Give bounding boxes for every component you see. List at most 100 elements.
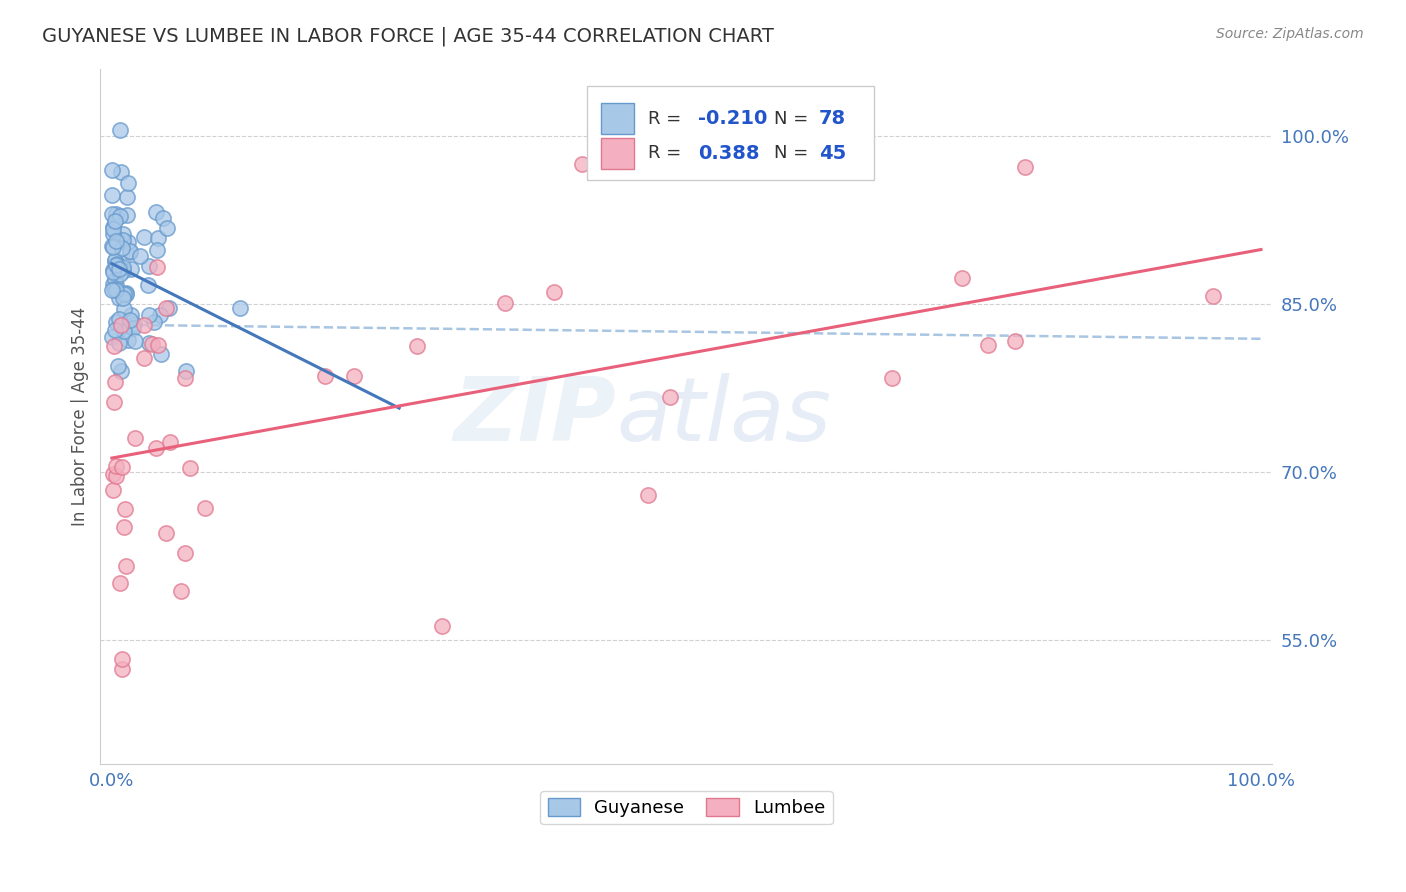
Point: [122, 317, 145, 331]
Point: [179, 460, 201, 475]
Point: [114, 286, 136, 301]
Text: Source: ZipAtlas.com: Source: ZipAtlas.com: [1216, 27, 1364, 41]
Point: [101, 219, 124, 234]
Point: [141, 337, 163, 351]
Point: [103, 263, 125, 277]
Text: 78: 78: [818, 109, 846, 128]
Y-axis label: In Labor Force | Age 35-44: In Labor Force | Age 35-44: [72, 307, 89, 525]
Point: [148, 231, 170, 245]
Point: [155, 526, 177, 541]
Point: [174, 546, 197, 560]
Point: [880, 371, 903, 385]
Text: R =: R =: [648, 110, 686, 128]
Point: [101, 206, 124, 220]
Point: [104, 207, 127, 221]
Point: [977, 338, 1000, 352]
Point: [314, 369, 336, 384]
Point: [406, 338, 429, 352]
Text: atlas: atlas: [616, 373, 831, 459]
Point: [108, 209, 131, 223]
Point: [108, 576, 131, 591]
Point: [101, 238, 124, 252]
Point: [495, 296, 517, 310]
Point: [343, 369, 366, 384]
Point: [103, 282, 125, 296]
Point: [104, 214, 127, 228]
Point: [117, 235, 139, 249]
Point: [114, 502, 136, 516]
Point: [105, 458, 128, 473]
Point: [170, 584, 193, 599]
Point: [112, 287, 135, 301]
Point: [430, 619, 453, 633]
Point: [111, 241, 134, 255]
Point: [150, 347, 173, 361]
Text: GUYANESE VS LUMBEE IN LABOR FORCE | AGE 35-44 CORRELATION CHART: GUYANESE VS LUMBEE IN LABOR FORCE | AGE …: [42, 27, 775, 46]
Point: [111, 460, 134, 475]
Point: [138, 259, 160, 273]
Point: [111, 651, 134, 665]
Point: [105, 234, 128, 248]
Point: [110, 165, 132, 179]
Point: [112, 520, 135, 534]
Point: [112, 260, 135, 274]
Point: [104, 253, 127, 268]
Point: [105, 468, 128, 483]
Point: [136, 277, 159, 292]
Point: [101, 277, 124, 291]
Point: [117, 208, 139, 222]
Point: [101, 467, 124, 482]
Text: ZIP: ZIP: [453, 373, 616, 459]
Point: [114, 558, 136, 573]
Point: [115, 190, 138, 204]
Point: [1014, 160, 1036, 174]
Point: [229, 301, 252, 315]
Point: [146, 260, 169, 275]
Point: [101, 283, 124, 297]
Point: [152, 211, 174, 225]
Point: [108, 291, 131, 305]
Point: [104, 278, 127, 293]
Point: [110, 318, 132, 332]
Point: [124, 431, 146, 445]
Point: [143, 315, 166, 329]
Point: [157, 301, 180, 315]
Point: [105, 315, 128, 329]
Point: [107, 359, 129, 373]
Point: [138, 308, 160, 322]
Point: [117, 177, 139, 191]
Point: [104, 258, 127, 272]
Point: [104, 283, 127, 297]
Point: [111, 227, 134, 241]
Text: 0.388: 0.388: [699, 144, 759, 163]
Text: R =: R =: [648, 145, 686, 162]
Point: [108, 267, 131, 281]
Point: [138, 336, 160, 351]
Point: [637, 488, 659, 502]
Point: [146, 243, 169, 257]
Text: 45: 45: [818, 144, 846, 163]
Point: [101, 222, 124, 236]
Point: [159, 434, 181, 449]
Point: [148, 337, 170, 351]
Point: [543, 285, 565, 299]
Point: [111, 264, 134, 278]
Point: [155, 301, 177, 316]
Point: [1004, 334, 1026, 348]
Point: [101, 483, 124, 497]
Point: [120, 262, 142, 277]
Point: [117, 334, 139, 348]
Text: N =: N =: [775, 145, 814, 162]
Point: [108, 312, 131, 326]
Point: [103, 339, 125, 353]
Point: [120, 244, 142, 259]
Point: [110, 260, 132, 274]
Point: [111, 234, 134, 248]
Legend: Guyanese, Lumbee: Guyanese, Lumbee: [540, 791, 832, 824]
Point: [1202, 289, 1225, 303]
Point: [571, 157, 593, 171]
Point: [134, 351, 156, 365]
Point: [105, 257, 128, 271]
Point: [174, 364, 197, 378]
Point: [103, 265, 125, 279]
